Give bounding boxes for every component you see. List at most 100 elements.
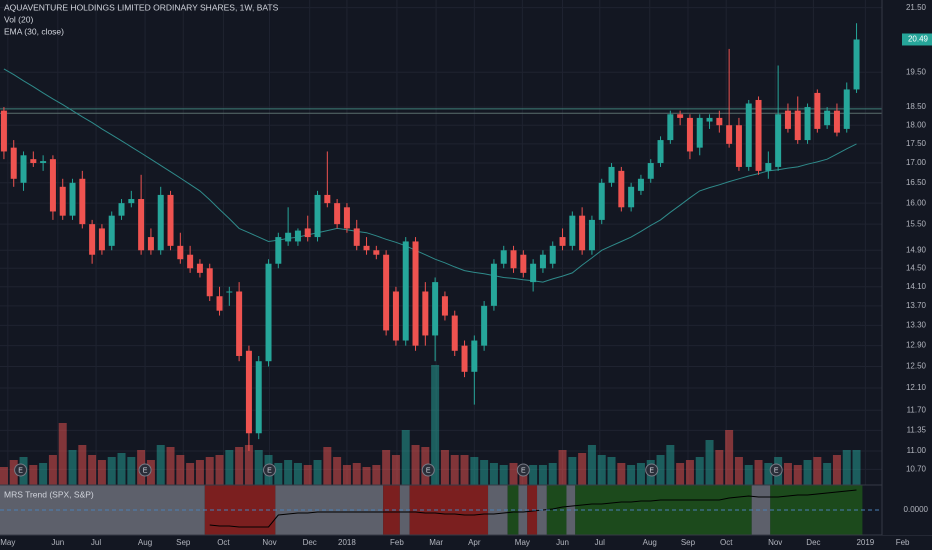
candle-body [490, 263, 497, 306]
volume-bar [372, 465, 381, 485]
volume-bar [48, 455, 57, 485]
y-tick-label: 17.50 [906, 139, 927, 148]
candle-body [833, 110, 840, 133]
candle-body [79, 178, 86, 225]
y-tick-label: 16.00 [906, 198, 927, 207]
candle-body [814, 92, 821, 129]
volume-bar [9, 460, 18, 485]
candle-body [157, 194, 164, 251]
volume-bar [88, 455, 97, 485]
volume-legend: Vol (20) [4, 14, 33, 24]
x-tick-label: Oct [720, 538, 733, 547]
volume-bar [186, 463, 195, 485]
trend-zone [518, 485, 528, 535]
earnings-label: E [143, 467, 148, 474]
candle-body [128, 199, 135, 204]
candle-body [510, 250, 517, 269]
y-tick-label: 11.00 [907, 446, 927, 455]
candle-body [422, 291, 429, 336]
x-tick-label: Nov [768, 538, 782, 547]
volume-bar [832, 455, 841, 485]
volume-bar [401, 430, 410, 485]
volume-bar [352, 463, 361, 485]
candle-body [677, 114, 684, 118]
x-tick-label: Aug [643, 538, 657, 547]
earnings-marker [263, 463, 277, 477]
y-tick-label: 16.50 [906, 178, 927, 187]
candle-body [784, 110, 791, 129]
candle-body [755, 99, 762, 171]
candle-body [343, 207, 350, 229]
volume-bar [293, 463, 302, 485]
indicator-legend: MRS Trend (SPX, S&P) [4, 489, 94, 499]
x-tick-label: May [0, 538, 15, 547]
trend-zone [383, 485, 400, 535]
candle-body [432, 282, 439, 336]
volume-bar [411, 445, 420, 485]
candle-body [0, 110, 7, 152]
volume-bar [656, 455, 665, 485]
candle-body [89, 224, 96, 255]
candle-body [324, 194, 331, 204]
last-price-tag [902, 33, 932, 46]
volume-bar [842, 450, 851, 485]
volume-bar [323, 447, 332, 485]
candle-body [138, 199, 145, 251]
candle-body [40, 161, 47, 164]
volume-bar [117, 453, 126, 485]
candle-body [118, 203, 125, 216]
volume-bar [0, 467, 8, 485]
volume-bar [636, 463, 645, 485]
volume-bar [489, 463, 498, 485]
x-tick-label: Nov [262, 538, 276, 547]
candle-body [461, 345, 468, 372]
candle-body [10, 147, 17, 179]
candle-body [167, 194, 174, 246]
candle-body [69, 182, 76, 216]
volume-bar [587, 445, 596, 485]
candle-body [765, 163, 772, 171]
candle-body [520, 254, 527, 273]
volume-bar [823, 463, 832, 485]
volume-bar [617, 463, 626, 485]
candle-body [794, 110, 801, 141]
x-tick-label: Oct [217, 538, 230, 547]
volume-bar [744, 465, 753, 485]
volume-bar [58, 423, 67, 485]
candle-body [637, 178, 644, 191]
volume-bar [470, 457, 479, 485]
candle-body [177, 245, 184, 260]
volume-bar [39, 463, 48, 485]
candle-body [30, 159, 37, 164]
candle-body [686, 117, 693, 152]
candle-body [98, 228, 105, 251]
volume-bar [685, 460, 694, 485]
candle-body [216, 296, 223, 311]
candle-body [559, 237, 566, 246]
y-tick-label: 11.35 [907, 425, 927, 434]
candle-body [588, 219, 595, 251]
volume-bar [705, 440, 714, 485]
volume-bar [803, 460, 812, 485]
volume-bar [793, 465, 802, 485]
candle-body [363, 245, 370, 251]
y-tick-label: 10.70 [906, 464, 927, 473]
earnings-marker [421, 463, 435, 477]
volume-bar [764, 463, 773, 485]
candle-body [334, 203, 341, 225]
volume-bar [215, 455, 224, 485]
volume-bar [205, 457, 214, 485]
candle-body [441, 296, 448, 316]
ema-line [3, 68, 857, 283]
volume-bar [29, 465, 38, 485]
volume-bar [754, 460, 763, 485]
candle-body [206, 268, 213, 297]
candle-body [657, 140, 664, 164]
x-tick-label: Mar [429, 538, 443, 547]
volume-bar [342, 465, 351, 485]
volume-bar [440, 450, 449, 485]
volume-bar [362, 467, 371, 485]
earnings-label: E [267, 467, 272, 474]
candle-body [236, 291, 243, 356]
candle-body [726, 125, 733, 144]
